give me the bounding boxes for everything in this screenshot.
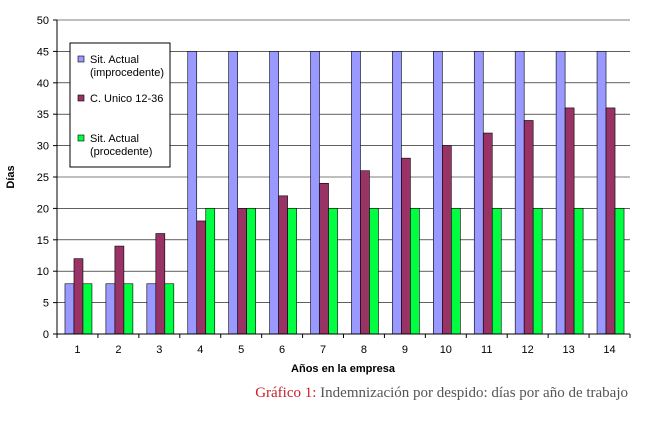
bar-3-9 [410, 208, 420, 335]
x-tick-label: 6 [279, 344, 285, 356]
axes [56, 20, 630, 335]
y-tick-labels: 0 5 10 15 20 25 30 35 40 45 50 [37, 15, 49, 341]
bar-3-1 [82, 283, 93, 335]
bar-1-3 [146, 283, 157, 335]
x-tick-label: 9 [402, 344, 408, 356]
legend-swatch-3 [77, 134, 85, 142]
bar-3-6 [287, 208, 297, 335]
bar-3-13 [573, 208, 584, 335]
bar-2-1 [73, 258, 84, 335]
y-tick-label: 10 [37, 266, 49, 278]
bar-2-8 [360, 170, 370, 335]
x-axis-title: Años en la empresa [291, 363, 396, 375]
legend-swatch-2 [77, 94, 85, 102]
bar-3-3 [164, 283, 175, 335]
bar-2-2 [114, 245, 125, 335]
y-tick-label: 50 [37, 15, 49, 27]
y-tick-label: 15 [37, 235, 49, 247]
x-tick-label: 3 [156, 344, 162, 356]
bar-2-11 [482, 132, 493, 335]
bar-2-14 [605, 107, 616, 335]
bar-1-11 [473, 51, 484, 335]
legend-label-1: (improcedente) [90, 67, 164, 79]
bar-3-2 [123, 283, 134, 335]
figure-caption: Gráfico 1: Indemnización por despido: dí… [255, 385, 628, 402]
bar-1-10 [433, 51, 443, 335]
y-tick-label: 45 [37, 46, 49, 58]
legend-label-3: (procedente) [90, 146, 152, 158]
x-tick-label: 7 [320, 344, 326, 356]
x-tick-label: 1 [74, 344, 80, 356]
legend-swatch-1 [77, 55, 85, 63]
y-tick-label: 25 [37, 172, 49, 184]
bar-2-4 [196, 220, 207, 335]
bar-1-1 [64, 283, 75, 335]
bar-2-5 [237, 208, 247, 335]
bar-3-12 [532, 208, 543, 335]
y-tick-label: 35 [37, 109, 49, 121]
bar-1-13 [555, 51, 566, 335]
x-tick-label: 11 [481, 344, 492, 356]
bar-1-7 [310, 51, 320, 335]
bars [64, 51, 625, 335]
bar-1-12 [514, 51, 525, 335]
bar-1-5 [228, 51, 238, 335]
x-tick-label: 14 [603, 344, 615, 356]
bar-1-6 [269, 51, 279, 335]
y-tick-label: 40 [37, 78, 49, 90]
bar-2-13 [564, 107, 575, 335]
legend-box [69, 42, 171, 168]
bar-3-5 [246, 208, 256, 335]
bar-2-9 [401, 157, 411, 335]
y-tick-label: 5 [43, 298, 49, 310]
y-tick-label: 30 [37, 141, 49, 153]
bar-1-4 [187, 51, 198, 335]
x-tick-label: 13 [562, 344, 574, 356]
x-tick-labels: 1 2 3 4 5 6 7 8 9 10 11 12 13 14 [74, 344, 615, 356]
legend-label-3: Sit. Actual [90, 133, 139, 145]
x-tick-label: 2 [115, 344, 121, 356]
x-tick-label: 8 [361, 344, 367, 356]
bar-1-8 [351, 51, 361, 335]
bar-2-7 [319, 182, 329, 335]
bar-1-9 [392, 51, 402, 335]
caption-text: Indemnización por despido: días por año … [320, 385, 628, 401]
bar-3-10 [451, 208, 461, 335]
bar-3-14 [614, 208, 625, 335]
bar-2-10 [442, 145, 452, 335]
legend-label-2: C. Unico 12-36 [90, 93, 163, 105]
legend: Sit. Actual(improcedente)C. Unico 12-36S… [69, 42, 171, 168]
legend-label-1: Sit. Actual [90, 54, 139, 66]
bar-2-6 [278, 195, 288, 335]
caption-lead: Gráfico 1: [255, 385, 317, 401]
bar-1-2 [105, 283, 116, 335]
bar-3-8 [369, 208, 379, 335]
bar-3-4 [205, 208, 216, 335]
x-tick-label: 5 [238, 344, 244, 356]
y-axis-title: Días [5, 165, 17, 188]
bar-2-12 [523, 120, 534, 335]
x-tick-label: 10 [440, 344, 452, 356]
bar-3-7 [328, 208, 338, 335]
bar-3-11 [491, 208, 502, 335]
y-tick-label: 0 [43, 329, 49, 341]
x-tick-label: 4 [197, 344, 203, 356]
x-tick-label: 12 [522, 344, 534, 356]
y-tick-label: 20 [37, 203, 49, 215]
bar-2-3 [155, 233, 166, 335]
bar-1-14 [596, 51, 607, 335]
